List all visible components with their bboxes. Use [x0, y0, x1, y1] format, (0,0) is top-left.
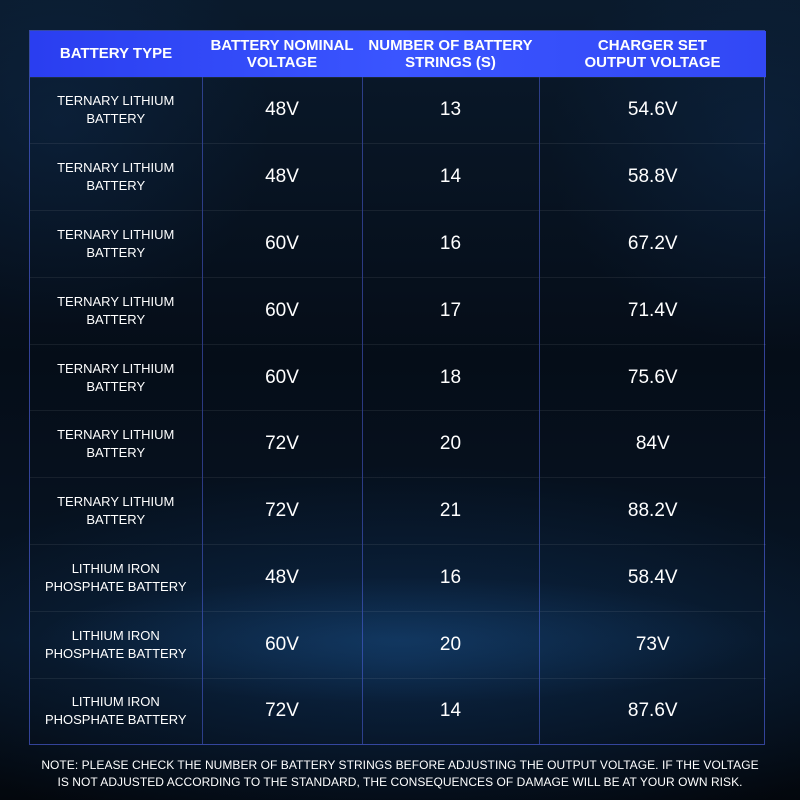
battery-type-cell: LITHIUM IRON PHOSPHATE BATTERY [44, 627, 187, 661]
table-row: TERNARY LITHIUM BATTERY 48V 14 58.8V [30, 143, 766, 211]
battery-strings-cell: 14 [361, 143, 539, 211]
battery-type-cell: TERNARY LITHIUM BATTERY [57, 427, 175, 461]
table-row: TERNARY LITHIUM BATTERY 60V 18 75.6V [30, 344, 766, 411]
nominal-voltage-cell: 72V [201, 477, 362, 545]
table-body: TERNARY LITHIUM BATTERY 48V 13 54.6V TERNARY… [30, 77, 766, 744]
battery-strings-cell: 17 [361, 277, 539, 345]
battery-type-cell: TERNARY LITHIUM BATTERY [57, 93, 175, 127]
battery-type-cell: TERNARY LITHIUM BATTERY [57, 160, 175, 194]
output-voltage-cell: 71.4V [538, 277, 766, 345]
battery-strings-cell: 21 [361, 477, 539, 545]
nominal-voltage-cell: 60V [201, 277, 362, 345]
battery-strings-cell: 16 [361, 544, 539, 612]
note-line-2: IS NOT ADJUSTED ACCORDING TO THE STANDAR… [57, 775, 743, 789]
output-voltage-cell: 87.6V [538, 678, 766, 744]
table-row: TERNARY LITHIUM BATTERY 72V 20 84V [30, 410, 766, 478]
battery-type-cell: LITHIUM IRON PHOSPHATE BATTERY [44, 694, 187, 728]
battery-strings-cell: 20 [361, 611, 539, 679]
table-row: LITHIUM IRON PHOSPHATE BATTERY 60V 20 73V [30, 611, 766, 679]
battery-strings-cell: 13 [361, 77, 539, 144]
header-battery-strings: NUMBER OF BATTERY STRINGS (S) [368, 36, 533, 71]
battery-type-cell: TERNARY LITHIUM BATTERY [57, 494, 175, 528]
output-voltage-cell: 84V [538, 410, 766, 478]
battery-type-cell: TERNARY LITHIUM BATTERY [57, 293, 175, 327]
nominal-voltage-cell: 48V [201, 143, 362, 211]
header-battery-type: BATTERY TYPE [59, 45, 173, 63]
voltage-table-container: BATTERY TYPE BATTERY NOMINAL VOLTAGE NUM… [29, 30, 766, 745]
header-row: BATTERY TYPE BATTERY NOMINAL VOLTAGE NUM… [30, 31, 766, 77]
header-output-voltage: CHARGER SET OUTPUT VOLTAGE [584, 36, 721, 71]
battery-strings-cell: 18 [361, 344, 539, 411]
header-nominal-voltage: BATTERY NOMINAL VOLTAGE [210, 36, 354, 71]
note-line-1: NOTE: PLEASE CHECK THE NUMBER OF BATTERY… [41, 758, 759, 772]
nominal-voltage-cell: 48V [201, 77, 362, 144]
battery-strings-cell: 16 [361, 210, 539, 278]
battery-type-cell: LITHIUM IRON PHOSPHATE BATTERY [44, 560, 187, 594]
output-voltage-cell: 75.6V [538, 344, 766, 411]
table-row: LITHIUM IRON PHOSPHATE BATTERY 72V 14 87.6V [30, 678, 766, 744]
table-row: TERNARY LITHIUM BATTERY 60V 17 71.4V [30, 277, 766, 345]
battery-strings-cell: 20 [361, 410, 539, 478]
output-voltage-cell: 58.8V [538, 143, 766, 211]
table-header: BATTERY TYPE BATTERY NOMINAL VOLTAGE NUM… [30, 31, 766, 77]
output-voltage-cell: 67.2V [538, 210, 766, 278]
output-voltage-cell: 73V [538, 611, 766, 679]
output-voltage-cell: 88.2V [538, 477, 766, 545]
table-row: TERNARY LITHIUM BATTERY 48V 13 54.6V [30, 77, 766, 144]
nominal-voltage-cell: 72V [201, 678, 362, 744]
table-row: LITHIUM IRON PHOSPHATE BATTERY 48V 16 58.4V [30, 544, 766, 612]
battery-type-cell: TERNARY LITHIUM BATTERY [57, 226, 175, 260]
nominal-voltage-cell: 60V [201, 611, 362, 679]
disclaimer-note: NOTE: PLEASE CHECK THE NUMBER OF BATTERY… [0, 757, 800, 791]
nominal-voltage-cell: 60V [201, 210, 362, 278]
nominal-voltage-cell: 72V [201, 410, 362, 478]
output-voltage-cell: 58.4V [538, 544, 766, 612]
charger-voltage-table: BATTERY TYPE BATTERY NOMINAL VOLTAGE NUM… [30, 31, 766, 744]
battery-type-cell: TERNARY LITHIUM BATTERY [57, 360, 175, 394]
table-row: TERNARY LITHIUM BATTERY 72V 21 88.2V [30, 477, 766, 545]
battery-strings-cell: 14 [361, 678, 539, 744]
table-row: TERNARY LITHIUM BATTERY 60V 16 67.2V [30, 210, 766, 278]
nominal-voltage-cell: 48V [201, 544, 362, 612]
nominal-voltage-cell: 60V [201, 344, 362, 411]
output-voltage-cell: 54.6V [538, 77, 766, 144]
